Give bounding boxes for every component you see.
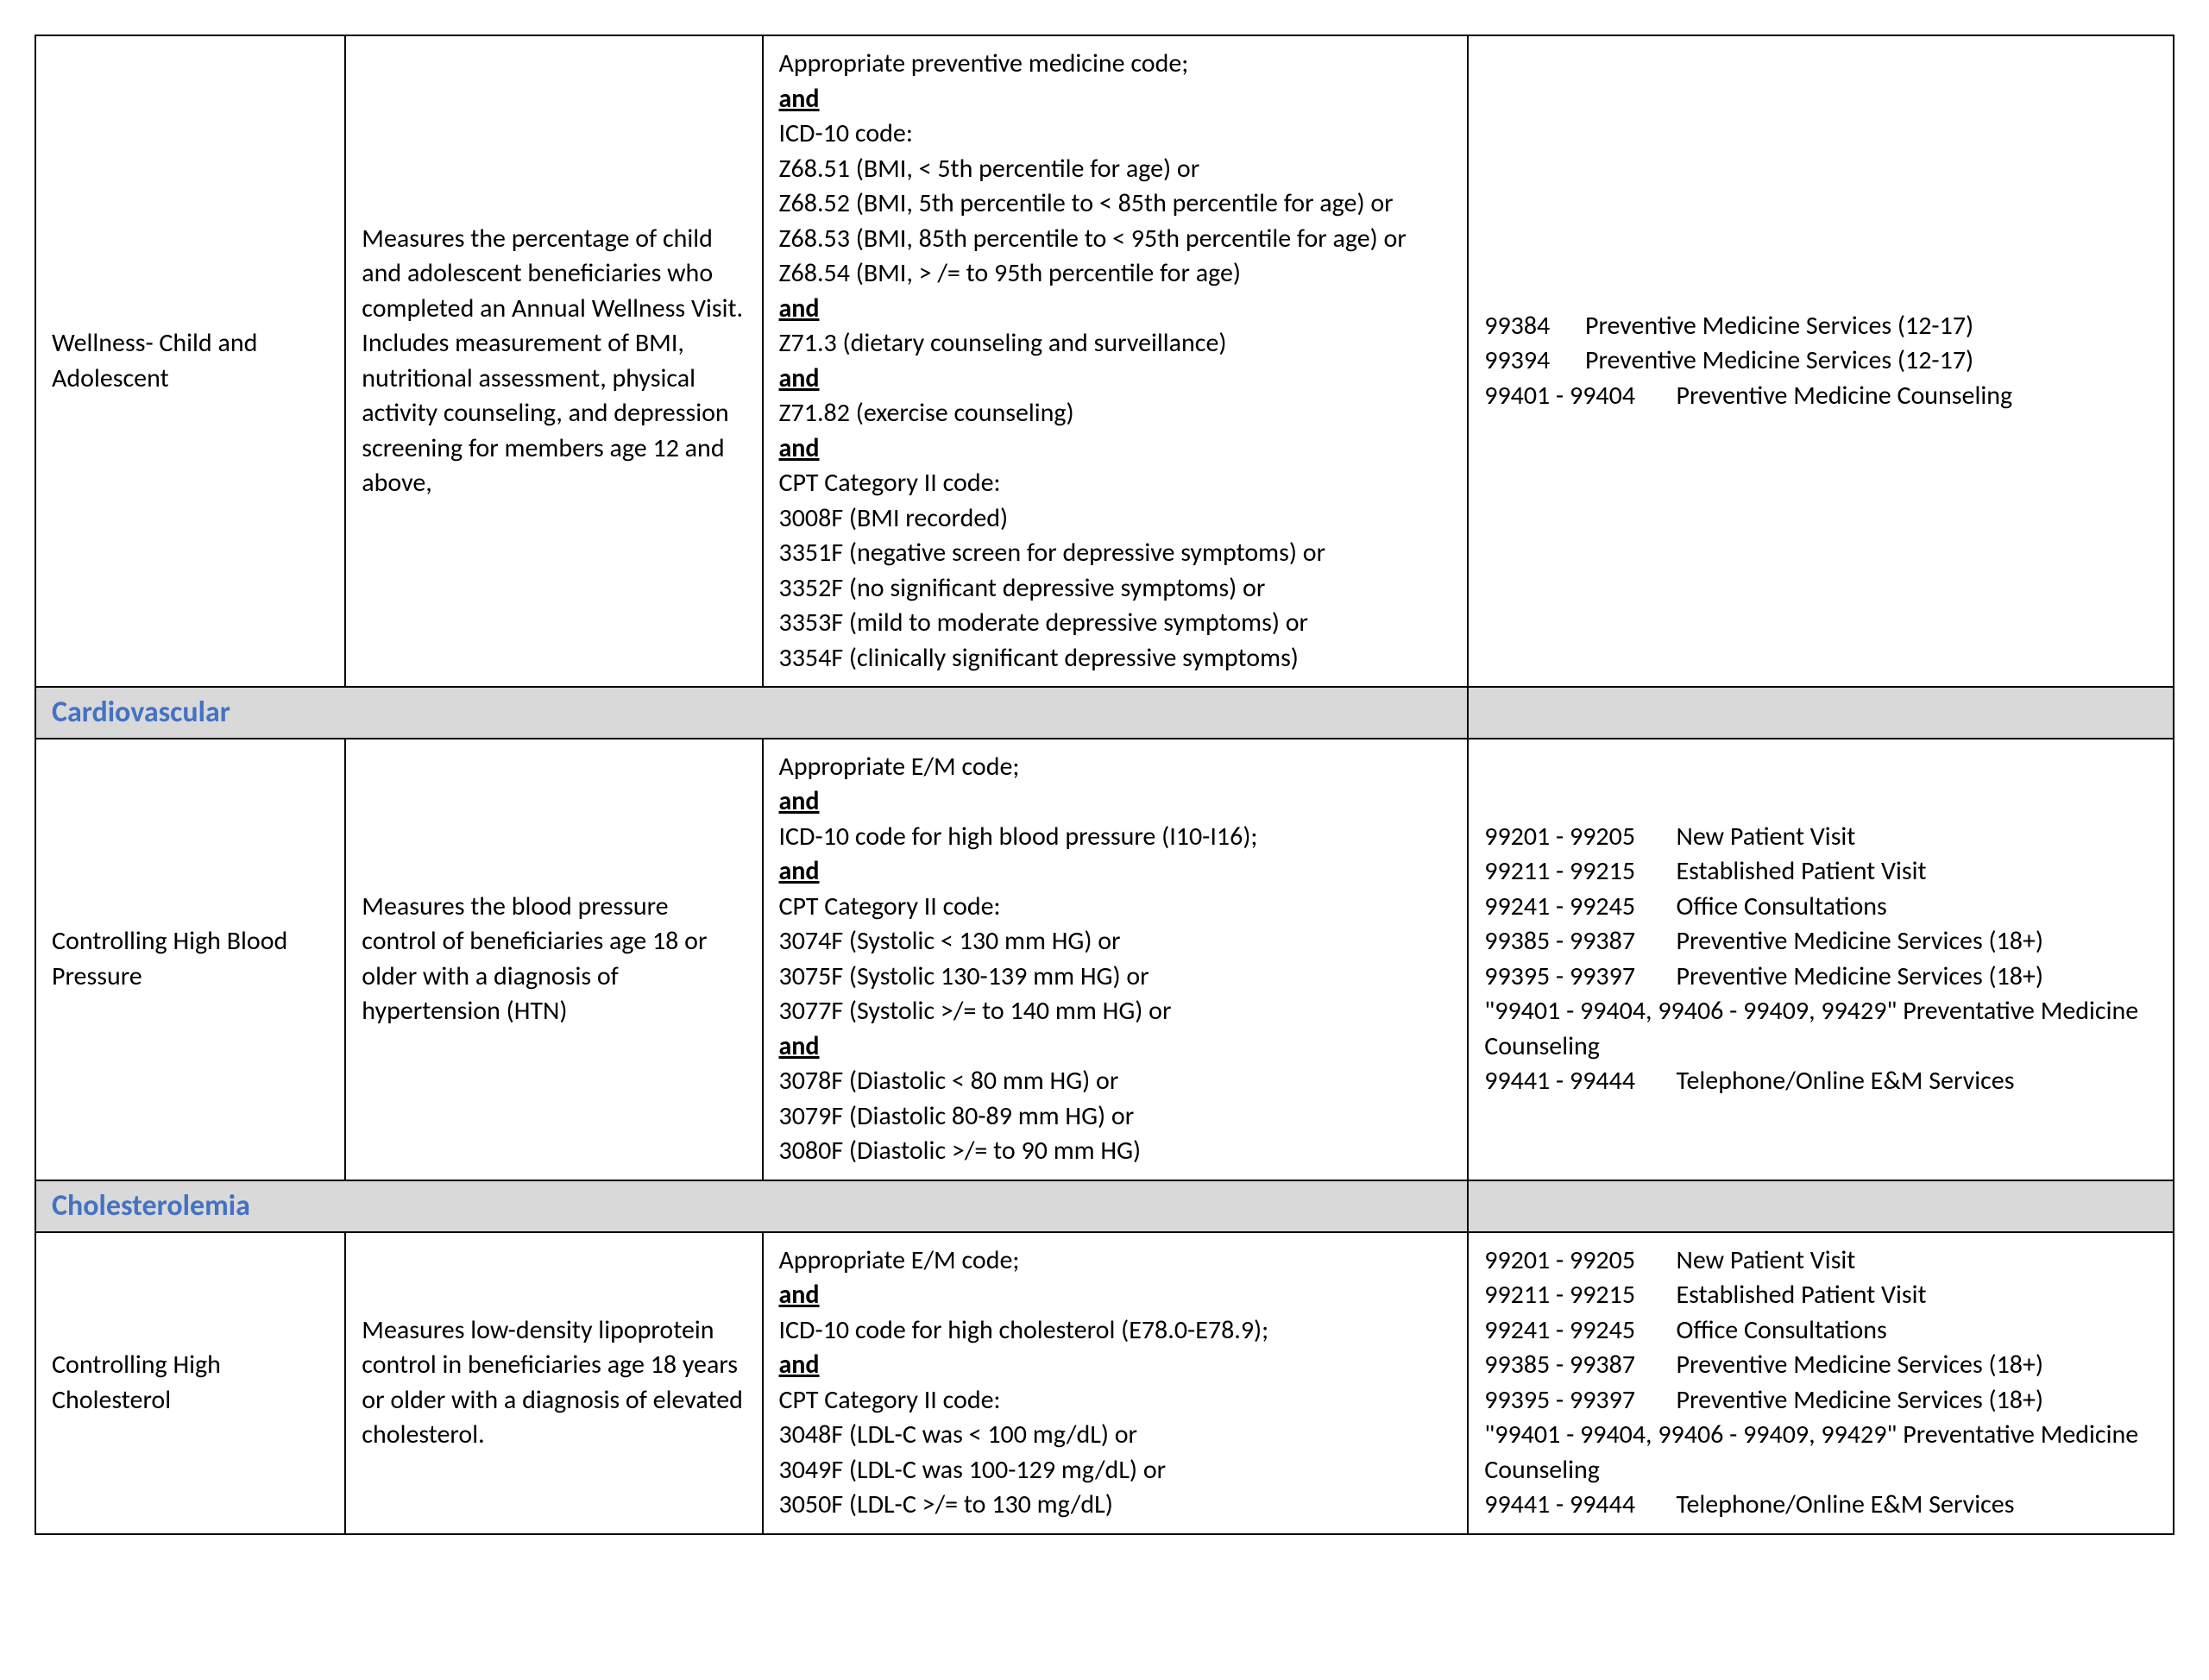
- codes-cell: 99384 Preventive Medicine Services (12-1…: [1468, 35, 2174, 687]
- code-line: 99441 - 99444 Telephone/Online E&M Servi…: [1484, 1064, 2157, 1099]
- code-line: "99401 - 99404, 99406 - 99409, 99429" Pr…: [1484, 1418, 2157, 1488]
- criteria-line: 3353F (mild to moderate depressive sympt…: [779, 606, 1452, 641]
- and-label: and: [779, 1279, 820, 1311]
- code-line: 99385 - 99387 Preventive Medicine Servic…: [1484, 1348, 2157, 1383]
- section-header: Cardiovascular: [35, 687, 1468, 739]
- criteria-line: Appropriate E/M code;: [779, 1243, 1452, 1279]
- and-label: and: [779, 432, 820, 464]
- section-header: Cholesterolemia: [35, 1180, 1468, 1232]
- code-line: 99241 - 99245 Office Consultations: [1484, 890, 2157, 925]
- criteria-line: Appropriate preventive medicine code;: [779, 47, 1452, 82]
- code-line: 99211 - 99215 Established Patient Visit: [1484, 1278, 2157, 1313]
- criteria-line: CPT Category II code:: [779, 466, 1452, 501]
- section-blank: [1468, 1180, 2174, 1232]
- measure-description: Measures the percentage of child and ado…: [345, 35, 762, 687]
- criteria-cell: Appropriate E/M code;andICD-10 code for …: [763, 1232, 1469, 1534]
- measure-name: Controlling High Blood Pressure: [35, 739, 345, 1180]
- and-label: and: [779, 785, 820, 817]
- code-line: 99394 Preventive Medicine Services (12-1…: [1484, 343, 2157, 379]
- and-label: and: [779, 83, 820, 115]
- code-line: 99241 - 99245 Office Consultations: [1484, 1313, 2157, 1349]
- criteria-line: Z68.54 (BMI, > /= to 95th percentile for…: [779, 256, 1452, 292]
- measure-description: Measures the blood pressure control of b…: [345, 739, 762, 1180]
- criteria-cell: Appropriate E/M code;andICD-10 code for …: [763, 739, 1469, 1180]
- code-line: 99395 - 99397 Preventive Medicine Servic…: [1484, 1383, 2157, 1419]
- criteria-line: ICD-10 code for high blood pressure (I10…: [779, 820, 1452, 855]
- criteria-line: 3050F (LDL-C >/= to 130 mg/dL): [779, 1488, 1452, 1523]
- criteria-line: Z68.51 (BMI, < 5th percentile for age) o…: [779, 152, 1452, 187]
- criteria-line: ICD-10 code:: [779, 116, 1452, 152]
- criteria-line: Z68.53 (BMI, 85th percentile to < 95th p…: [779, 222, 1452, 257]
- criteria-line: 3080F (Diastolic >/= to 90 mm HG): [779, 1134, 1452, 1169]
- code-line: 99201 - 99205 New Patient Visit: [1484, 1243, 2157, 1279]
- criteria-line: CPT Category II code:: [779, 1383, 1452, 1419]
- codes-cell: 99201 - 99205 New Patient Visit99211 - 9…: [1468, 739, 2174, 1180]
- criteria-line: 3078F (Diastolic < 80 mm HG) or: [779, 1064, 1452, 1099]
- criteria-line: Z71.3 (dietary counseling and surveillan…: [779, 326, 1452, 362]
- coding-reference-table: Wellness- Child and AdolescentMeasures t…: [35, 35, 2174, 1535]
- criteria-line: Z71.82 (exercise counseling): [779, 396, 1452, 431]
- criteria-line: 3354F (clinically significant depressive…: [779, 641, 1452, 676]
- code-line: 99211 - 99215 Established Patient Visit: [1484, 854, 2157, 890]
- section-blank: [1468, 687, 2174, 739]
- and-label: and: [779, 362, 820, 394]
- criteria-cell: Appropriate preventive medicine code;and…: [763, 35, 1469, 687]
- code-line: 99385 - 99387 Preventive Medicine Servic…: [1484, 924, 2157, 960]
- code-line: 99395 - 99397 Preventive Medicine Servic…: [1484, 960, 2157, 995]
- criteria-line: 3049F (LDL-C was 100-129 mg/dL) or: [779, 1453, 1452, 1488]
- codes-cell: 99201 - 99205 New Patient Visit99211 - 9…: [1468, 1232, 2174, 1534]
- measure-description: Measures low-density lipoprotein control…: [345, 1232, 762, 1534]
- criteria-line: 3048F (LDL-C was < 100 mg/dL) or: [779, 1418, 1452, 1453]
- criteria-line: Appropriate E/M code;: [779, 750, 1452, 785]
- criteria-line: 3075F (Systolic 130-139 mm HG) or: [779, 960, 1452, 995]
- criteria-line: 3008F (BMI recorded): [779, 501, 1452, 537]
- code-line: 99201 - 99205 New Patient Visit: [1484, 820, 2157, 855]
- measure-name: Controlling High Cholesterol: [35, 1232, 345, 1534]
- code-line: 99441 - 99444 Telephone/Online E&M Servi…: [1484, 1488, 2157, 1523]
- code-line: 99384 Preventive Medicine Services (12-1…: [1484, 309, 2157, 344]
- and-label: and: [779, 1349, 820, 1381]
- criteria-line: ICD-10 code for high cholesterol (E78.0-…: [779, 1313, 1452, 1349]
- and-label: and: [779, 293, 820, 324]
- criteria-line: 3077F (Systolic >/= to 140 mm HG) or: [779, 994, 1452, 1029]
- and-label: and: [779, 855, 820, 887]
- criteria-line: Z68.52 (BMI, 5th percentile to < 85th pe…: [779, 186, 1452, 222]
- criteria-line: 3352F (no significant depressive symptom…: [779, 571, 1452, 607]
- code-line: "99401 - 99404, 99406 - 99409, 99429" Pr…: [1484, 994, 2157, 1064]
- criteria-line: CPT Category II code:: [779, 890, 1452, 925]
- criteria-line: 3079F (Diastolic 80-89 mm HG) or: [779, 1099, 1452, 1135]
- and-label: and: [779, 1030, 820, 1062]
- criteria-line: 3074F (Systolic < 130 mm HG) or: [779, 924, 1452, 960]
- criteria-line: 3351F (negative screen for depressive sy…: [779, 536, 1452, 571]
- code-line: 99401 - 99404 Preventive Medicine Counse…: [1484, 379, 2157, 414]
- measure-name: Wellness- Child and Adolescent: [35, 35, 345, 687]
